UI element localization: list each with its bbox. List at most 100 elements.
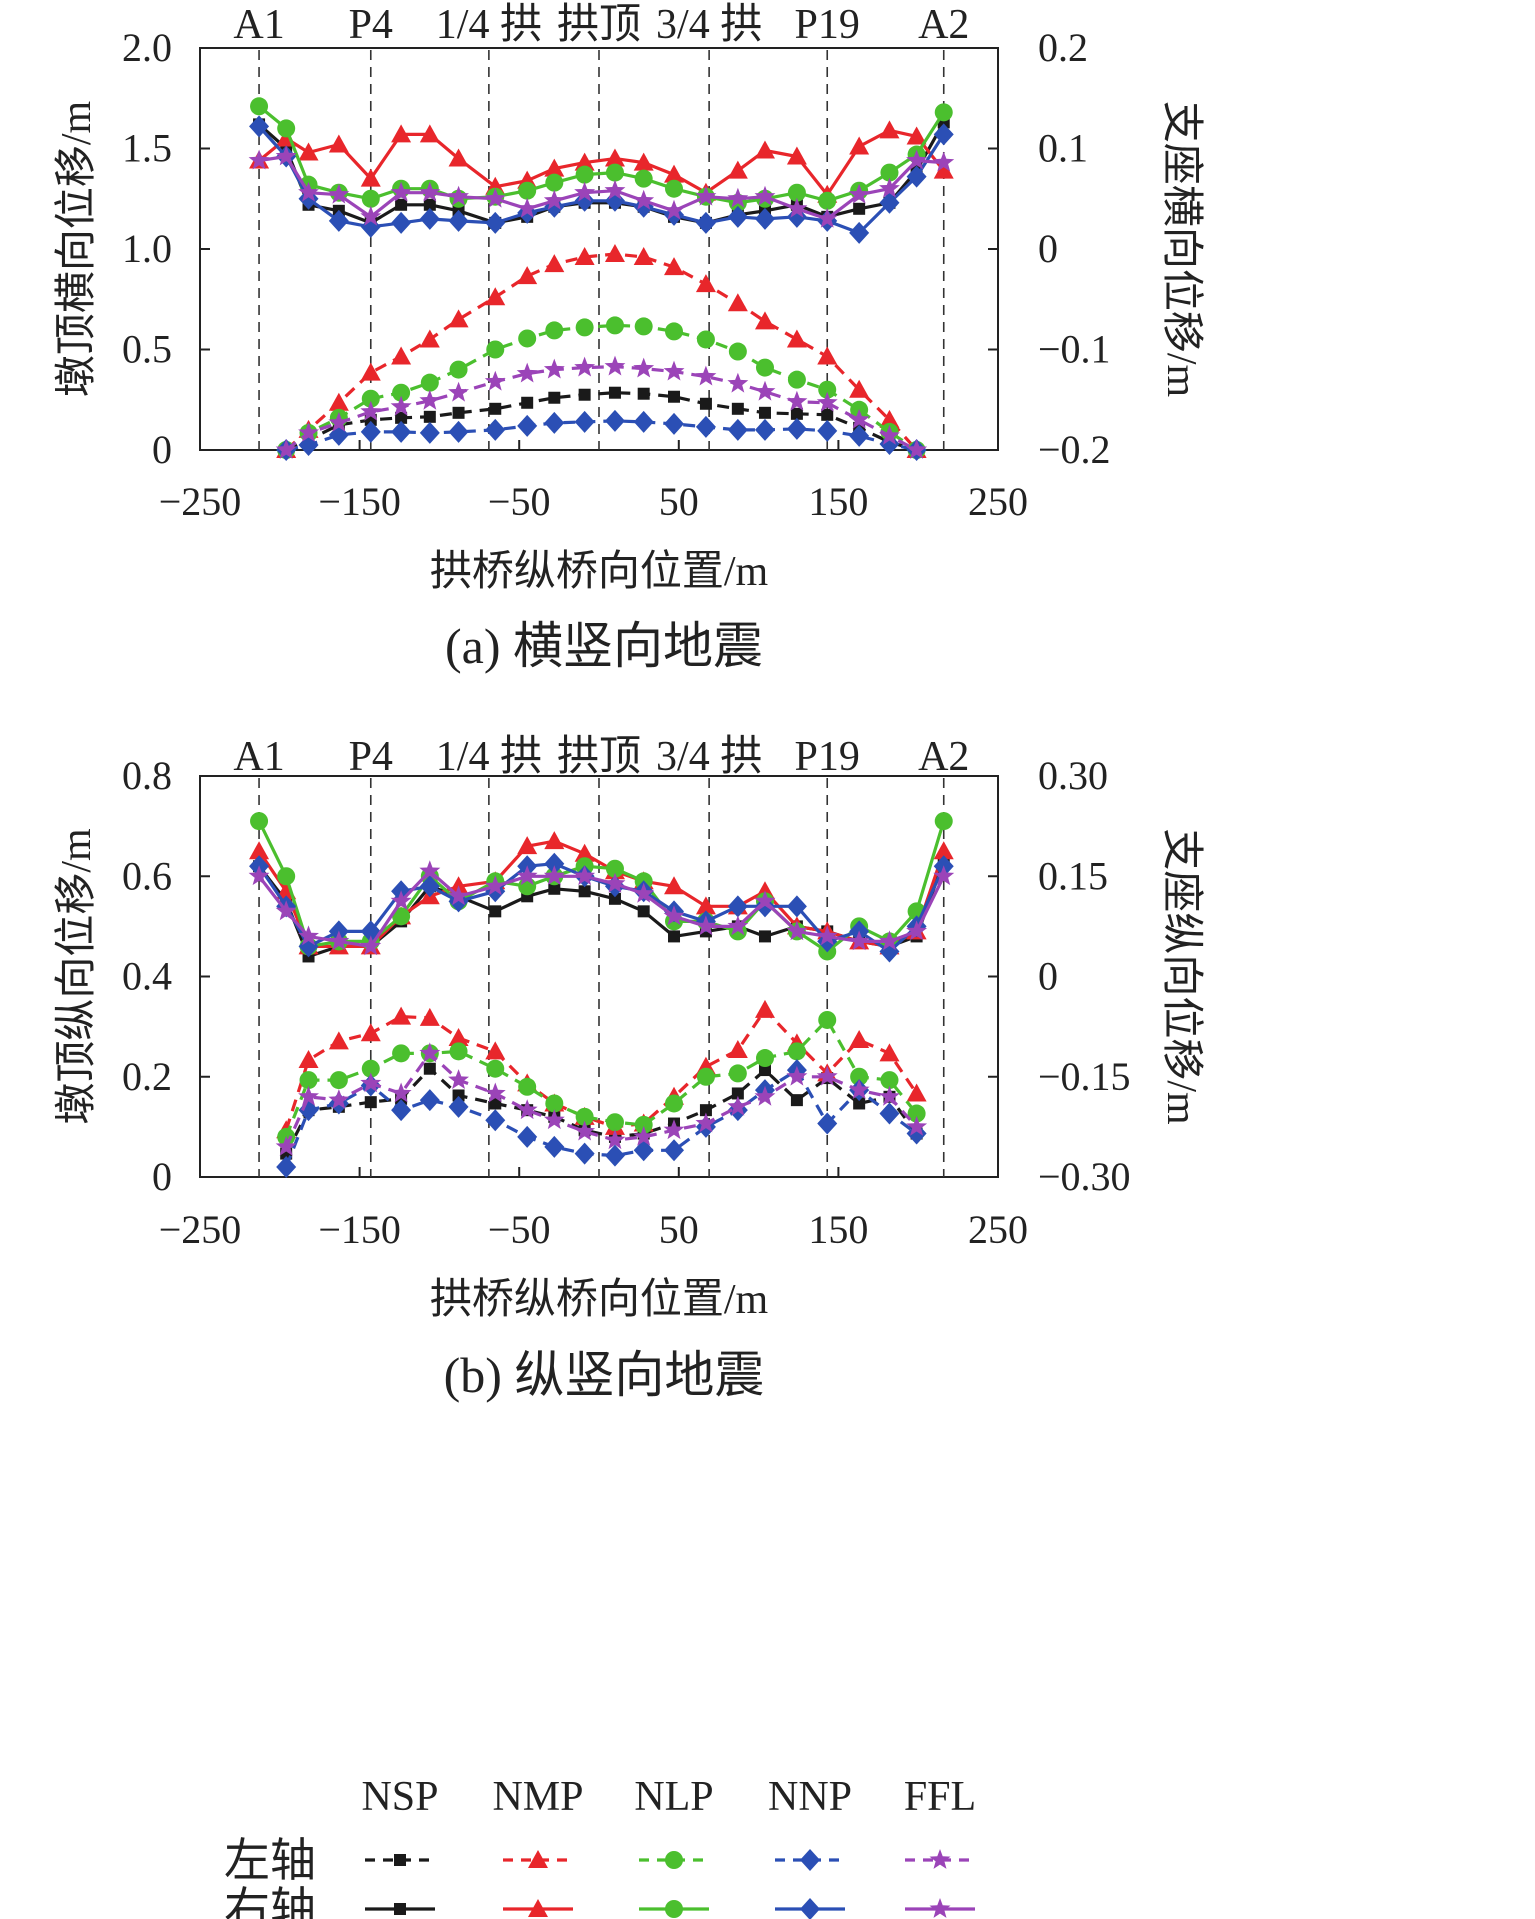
data-point [361, 389, 380, 408]
data-point [276, 1155, 297, 1178]
data-point [821, 408, 834, 421]
data-point [755, 358, 774, 377]
data-point [275, 439, 297, 459]
data-point [448, 381, 469, 402]
x-tick-label: −50 [488, 1207, 551, 1252]
series-line [285, 365, 918, 452]
location-marker-label: A1 [233, 734, 284, 780]
data-point [633, 189, 655, 210]
data-point [695, 211, 716, 234]
data-point [906, 920, 928, 941]
data-point [485, 287, 506, 306]
data-point [517, 266, 538, 285]
series-line [284, 1008, 918, 1131]
data-point [633, 882, 655, 903]
data-point [849, 379, 870, 398]
data-point [485, 1041, 506, 1060]
data-point [848, 408, 870, 429]
data-point [545, 173, 564, 192]
y-right-axis-title: 支座纵向位移/m [1158, 828, 1205, 1125]
data-point [419, 207, 440, 230]
data-point [695, 274, 716, 293]
data-point [328, 411, 350, 432]
x-tick-label: −250 [159, 479, 242, 524]
data-point [328, 209, 349, 232]
legend-column-label: NSP [361, 1774, 438, 1820]
series-line [284, 1067, 918, 1155]
data-point [364, 1096, 377, 1109]
data-point [277, 119, 296, 138]
data-point [275, 1135, 297, 1156]
data-point [727, 187, 749, 208]
data-point [637, 387, 650, 400]
series-line [258, 105, 946, 205]
data-point [360, 420, 381, 443]
data-point [906, 439, 928, 459]
data-point [521, 396, 534, 409]
data-point [574, 865, 596, 886]
y-left-tick-label: 0.4 [122, 954, 172, 999]
data-point [728, 342, 747, 361]
data-point [817, 419, 838, 442]
data-point [754, 999, 775, 1018]
data-point [604, 355, 626, 376]
data-point [517, 414, 538, 437]
data-point [574, 247, 595, 266]
data-point [668, 390, 681, 403]
data-point [695, 1112, 717, 1133]
data-point [574, 181, 596, 202]
data-point [937, 116, 950, 129]
y-right-tick-label: −0.30 [1038, 1154, 1131, 1199]
y-left-tick-label: 1.0 [122, 226, 172, 271]
data-point [879, 1085, 900, 1106]
y-right-tick-label: 0 [1038, 954, 1058, 999]
data-point [933, 865, 955, 886]
location-marker-label: 1/4 拱 [436, 734, 542, 780]
x-axis-title: 拱桥纵桥向位置/m [430, 548, 769, 595]
data-point [574, 356, 596, 377]
data-point [933, 151, 955, 172]
data-point [452, 406, 465, 419]
data-point [360, 400, 382, 421]
data-point [391, 1006, 412, 1025]
location-marker-label: 3/4 拱 [656, 2, 762, 48]
data-point [731, 1087, 744, 1100]
data-point [786, 146, 807, 165]
data-point [634, 169, 653, 188]
data-point [786, 329, 807, 348]
legend-column-label: NLP [634, 1774, 713, 1820]
data-point [419, 1089, 440, 1112]
data-point [419, 421, 440, 444]
data-point [787, 1042, 806, 1061]
data-point [489, 1097, 502, 1110]
data-point [448, 1069, 469, 1089]
data-point [390, 890, 412, 911]
series-ffl-dashed [275, 1042, 928, 1156]
data-point [360, 168, 381, 187]
data-point [419, 329, 440, 348]
location-marker-label: P19 [795, 2, 860, 48]
data-point [879, 191, 900, 214]
data-point [879, 1043, 900, 1062]
data-point [786, 920, 808, 941]
data-point [605, 316, 624, 335]
data-point [485, 1109, 506, 1132]
data-point [390, 395, 412, 416]
data-point [695, 185, 717, 206]
y-left-tick-label: 0 [152, 1154, 172, 1199]
y-right-tick-label: −0.1 [1038, 327, 1111, 372]
data-point [484, 187, 506, 208]
data-point [543, 1109, 565, 1130]
data-point [906, 1122, 927, 1145]
series-nnp-solid [249, 115, 954, 244]
y-right-axis-title: 支座横向位移/m [1158, 101, 1205, 398]
data-point [906, 126, 927, 145]
data-point [395, 411, 408, 424]
data-point [485, 211, 506, 234]
data-point [879, 930, 900, 951]
data-point [448, 420, 469, 443]
data-point [879, 424, 900, 445]
data-point [637, 905, 650, 918]
location-marker-label: 1/4 拱 [436, 2, 542, 48]
data-point [818, 191, 837, 210]
